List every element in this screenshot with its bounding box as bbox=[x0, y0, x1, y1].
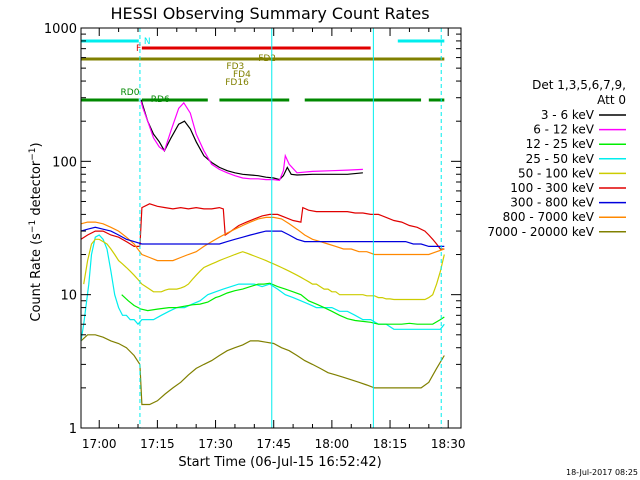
y-tick-label: 10 bbox=[60, 289, 77, 304]
legend-entry-label: 100 - 300 keV bbox=[510, 181, 594, 195]
flag-label: FD3 bbox=[226, 62, 244, 72]
flag-label: RD6 bbox=[151, 95, 170, 105]
flag-label: FD4 bbox=[233, 70, 251, 80]
x-tick-label: 17:15 bbox=[140, 437, 175, 451]
chart-title: HESSI Observing Summary Count Rates bbox=[110, 4, 429, 23]
x-tick-label: 18:30 bbox=[431, 437, 466, 451]
series-line-3 bbox=[80, 234, 445, 341]
y-tick-label: 100 bbox=[52, 155, 77, 170]
legend-subheader: Att 0 bbox=[597, 93, 626, 107]
plot-frame bbox=[80, 27, 462, 429]
flag-label: FD16 bbox=[225, 78, 249, 88]
series-line-4 bbox=[83, 238, 445, 301]
legend-entry-label: 6 - 12 keV bbox=[533, 123, 595, 137]
render-timestamp: 18-Jul-2017 08:25 bbox=[566, 468, 638, 477]
x-axis-label: Start Time (06-Jul-15 16:52:42) bbox=[178, 455, 381, 470]
series-line-7 bbox=[80, 216, 445, 262]
x-tick-label: 17:30 bbox=[198, 437, 233, 451]
legend-entry-label: 300 - 800 keV bbox=[510, 196, 594, 210]
legend-entry-label: 7000 - 20000 keV bbox=[487, 225, 594, 239]
legend-entry-label: 25 - 50 keV bbox=[526, 152, 595, 166]
series-line-1 bbox=[140, 101, 363, 182]
legend-entry-label: 3 - 6 keV bbox=[541, 108, 595, 122]
flag-label: N bbox=[144, 37, 151, 47]
vertical-markers bbox=[139, 28, 442, 428]
series-layer bbox=[80, 99, 445, 406]
series-line-2 bbox=[121, 282, 445, 325]
x-tick-label: 18:15 bbox=[373, 437, 408, 451]
x-tick-label: 18:00 bbox=[315, 437, 350, 451]
legend-entry-label: 12 - 25 keV bbox=[526, 137, 595, 151]
legend-entry-label: 800 - 7000 keV bbox=[503, 210, 595, 224]
y-axis-label-main: Count Rate (s bbox=[29, 233, 44, 322]
series-line-0 bbox=[140, 99, 363, 181]
y-tick-label: 1 bbox=[69, 422, 77, 437]
legend-header: Det 1,3,5,6,7,9, bbox=[532, 78, 626, 92]
flag-label: F bbox=[136, 44, 141, 54]
axes-layer: 17:00 17:15 17:30 17:45 18:00 18:15 18:30 1 10 10… bbox=[44, 22, 466, 451]
y-axis-label-end: ) bbox=[29, 142, 44, 147]
y-tick-label: 1000 bbox=[44, 22, 77, 37]
flag-label: RD0 bbox=[121, 88, 140, 98]
y-axis-label-mid: detector bbox=[29, 160, 44, 220]
series-line-6 bbox=[80, 226, 445, 247]
legend-entry-label: 50 - 100 keV bbox=[518, 166, 595, 180]
series-line-5 bbox=[80, 203, 445, 250]
y-axis-label-sup2: −1 bbox=[28, 147, 38, 160]
x-tick-label: 17:45 bbox=[256, 437, 291, 451]
flag-label: FD2 bbox=[258, 54, 276, 64]
y-axis-label: Count Rate (s−1 detector−1) bbox=[28, 142, 44, 321]
x-tick-label: 17:00 bbox=[82, 437, 117, 451]
y-axis-label-sup1: −1 bbox=[28, 220, 38, 233]
